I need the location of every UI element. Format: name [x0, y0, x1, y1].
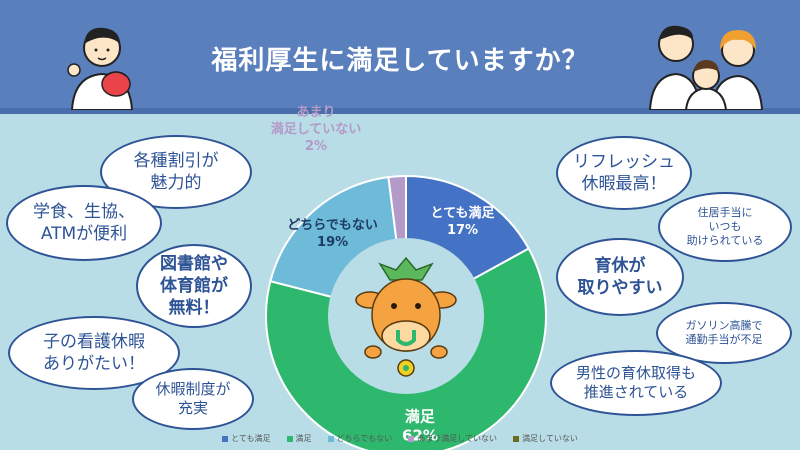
header-stripe [0, 108, 800, 114]
legend-label-1: 満足 [295, 434, 312, 443]
legend-item-3: あまり満足していない [408, 433, 497, 444]
legend-swatch-0 [222, 435, 229, 442]
chart-legend: とても満足 満足 どちらでもない あまり満足していない 満足していない [0, 433, 800, 444]
cow-mascot-illustration [355, 256, 457, 377]
data-label-2: どちらでもない 19% [287, 218, 378, 250]
comment-bubble-commute-allowance: ガソリン高騰で 通勤手当が不足 [656, 302, 792, 364]
data-label-3: あまり満足していない 2% [271, 105, 362, 154]
page-title: 福利厚生に満足していますか？ [211, 46, 589, 76]
legend-swatch-4 [513, 435, 520, 442]
comment-bubble-leave-system: 休暇制度が 充実 [132, 368, 254, 430]
legend-label-4: 満足していない [522, 434, 578, 443]
legend-item-0: とても満足 [222, 433, 271, 444]
legend-label-3: あまり満足していない [417, 434, 498, 443]
comment-bubble-male-parental-leave: 男性の育休取得も 推進されている [550, 350, 722, 416]
comment-bubble-housing-allowance: 住居手当に いつも 助けられている [658, 192, 792, 262]
comment-bubble-library: 図書館や 体育館が 無料！ [136, 244, 252, 328]
data-label-0: とても満足 17% [431, 205, 496, 238]
comment-bubble-refresh-leave: リフレッシュ 休暇最高！ [556, 136, 692, 210]
person-with-purse-illustration [67, 27, 134, 110]
comment-bubble-cafeteria: 学食、生協、 ATMが便利 [6, 185, 162, 261]
family-illustration [648, 25, 764, 110]
legend-item-4: 満足していない [513, 433, 578, 444]
comment-bubble-parental-leave: 育休が 取りやすい [556, 238, 684, 316]
legend-item-1: 満足 [286, 433, 312, 444]
legend-swatch-2 [327, 435, 334, 442]
legend-swatch-3 [408, 435, 415, 442]
legend-label-0: とても満足 [231, 434, 271, 443]
legend-item-2: どちらでもない [327, 433, 393, 444]
legend-label-2: どちらでもない [336, 434, 393, 443]
legend-swatch-1 [286, 435, 293, 442]
